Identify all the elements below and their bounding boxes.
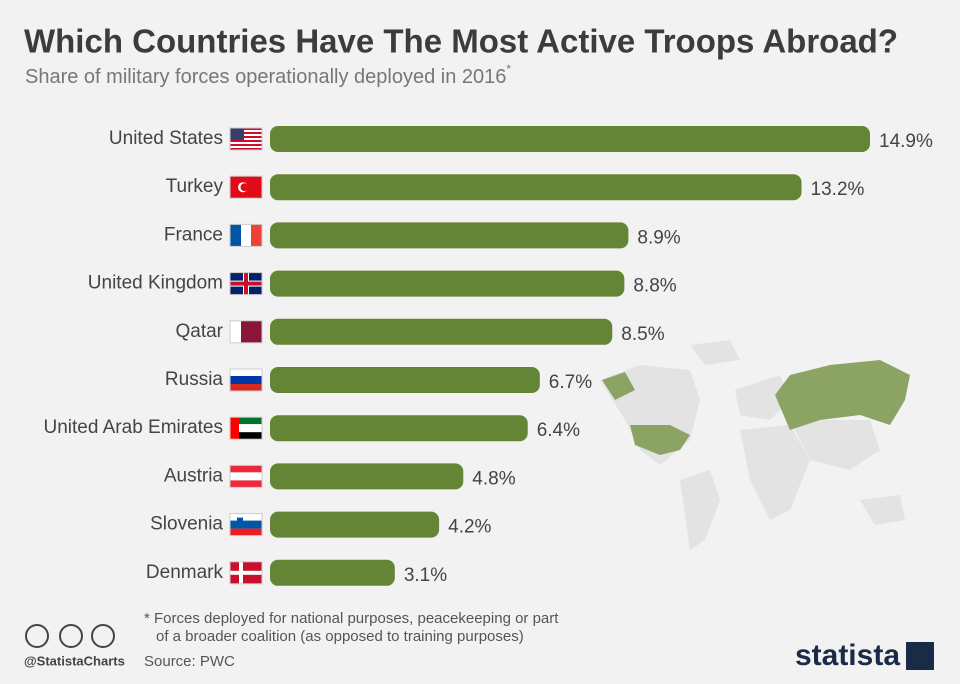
category-label: Turkey xyxy=(166,176,224,197)
flag-part xyxy=(230,281,262,286)
bar xyxy=(270,367,540,393)
flag-border xyxy=(229,464,263,488)
flag xyxy=(229,416,263,440)
flag-part xyxy=(230,520,262,529)
flag-part xyxy=(237,517,243,527)
flag-part xyxy=(230,417,239,440)
category-label: United States xyxy=(109,128,223,149)
flag-border xyxy=(229,127,263,151)
flag-part xyxy=(240,183,249,192)
flag xyxy=(229,175,263,199)
rows: United States 14.9% Turkey 13.2% France 8.9% U… xyxy=(43,126,933,586)
category-label: United Arab Emirates xyxy=(43,417,223,438)
flag-part xyxy=(230,528,262,536)
flag-part xyxy=(230,432,262,440)
footnote-line: of a broader coalition (as opposed to tr… xyxy=(156,628,524,645)
subtitle-note: * xyxy=(506,62,511,76)
flag-part xyxy=(230,140,262,142)
bar xyxy=(270,559,395,586)
source: Source: PWC xyxy=(144,653,235,670)
flag-part xyxy=(230,132,262,134)
bar xyxy=(270,126,870,152)
flag-part xyxy=(230,472,262,481)
bar xyxy=(270,318,613,345)
flag-part xyxy=(230,369,262,376)
flag-part xyxy=(230,320,241,343)
flag-part xyxy=(230,480,262,488)
category-label: Austria xyxy=(164,465,224,486)
category-label: Slovenia xyxy=(150,514,223,535)
bar xyxy=(270,270,625,297)
flag-part xyxy=(230,513,262,521)
category-label: United Kingdom xyxy=(88,273,223,294)
value-label: 4.2% xyxy=(448,517,491,538)
bar xyxy=(270,222,629,249)
category-label: France xyxy=(164,224,223,245)
category-label: Qatar xyxy=(175,321,223,342)
logo-icon xyxy=(906,642,934,670)
flag xyxy=(229,320,263,344)
flag-border xyxy=(229,272,263,296)
flag-part xyxy=(241,320,262,343)
flag-border xyxy=(229,320,263,344)
bar xyxy=(270,174,802,201)
flag-part xyxy=(230,417,262,425)
subtitle-text: Share of military forces operationally d… xyxy=(25,66,506,88)
value-label: 6.7% xyxy=(549,372,592,393)
flag-part xyxy=(230,384,262,391)
flag-part xyxy=(230,128,244,140)
value-label: 6.4% xyxy=(537,420,580,441)
category-label: Russia xyxy=(165,369,224,390)
value-label: 8.8% xyxy=(633,276,676,297)
value-label: 14.9% xyxy=(879,131,933,152)
flag xyxy=(229,368,263,392)
flag-border xyxy=(229,368,263,392)
flag-part xyxy=(230,465,262,473)
flag xyxy=(229,127,263,151)
flag-border xyxy=(229,561,263,585)
flag xyxy=(229,513,263,537)
flag-border xyxy=(229,416,263,440)
flag-part xyxy=(251,224,262,247)
highlighted-countries xyxy=(602,360,910,455)
value-label: 8.5% xyxy=(621,324,664,345)
category-label: Denmark xyxy=(146,562,224,583)
flag-part xyxy=(230,144,262,146)
flag-part xyxy=(230,136,262,138)
value-label: 3.1% xyxy=(404,565,447,586)
flag xyxy=(229,272,263,296)
flag-part xyxy=(230,224,241,247)
flag-part xyxy=(230,424,262,433)
value-label: 13.2% xyxy=(811,179,865,200)
flag xyxy=(229,223,263,247)
footnote-line: * Forces deployed for national purposes,… xyxy=(144,610,559,627)
flag-part xyxy=(230,376,262,384)
chart-subtitle: Share of military forces operationally d… xyxy=(25,62,511,88)
bar xyxy=(270,511,440,538)
license-icons xyxy=(25,624,115,648)
flag-part xyxy=(230,148,262,150)
flag-part xyxy=(230,570,262,575)
flag-border xyxy=(229,175,263,199)
chart-title: Which Countries Have The Most Active Tro… xyxy=(24,23,898,60)
bar xyxy=(270,463,464,490)
logo: statista xyxy=(795,639,900,672)
flag-border xyxy=(229,513,263,537)
value-label: 8.9% xyxy=(637,227,680,248)
credit: @StatistaCharts xyxy=(24,653,125,668)
flag xyxy=(229,561,263,585)
bar xyxy=(270,415,528,442)
value-label: 4.8% xyxy=(472,468,515,489)
flag-part xyxy=(241,224,251,247)
flag xyxy=(229,464,263,488)
flag-part xyxy=(230,128,262,130)
flag-border xyxy=(229,223,263,247)
